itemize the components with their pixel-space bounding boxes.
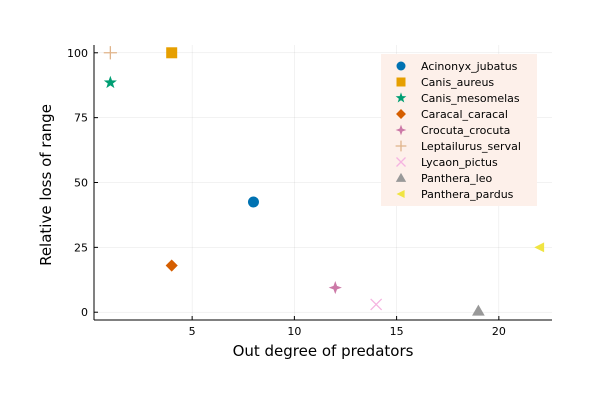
point-crocuta-crocuta — [328, 280, 342, 295]
legend-item-leptailurus-serval: Leptailurus_serval — [395, 140, 521, 153]
point-panthera-pardus — [534, 242, 545, 253]
x-tick-label: 10 — [287, 325, 301, 338]
point-panthera-leo — [472, 304, 485, 316]
legend-label: Caracal_caracal — [421, 108, 508, 121]
legend-label: Lycaon_pictus — [421, 156, 498, 169]
legend-marker — [395, 140, 407, 152]
legend-label: Crocuta_crocuta — [421, 124, 510, 137]
x-tick-label: 5 — [189, 325, 196, 338]
point-caracal-caracal — [165, 259, 178, 272]
y-tick-label: 100 — [67, 47, 88, 60]
legend-marker — [395, 92, 407, 103]
legend-marker — [396, 189, 405, 199]
y-tick-label: 25 — [74, 241, 88, 254]
legend-label: Acinonyx_jubatus — [421, 60, 518, 73]
legend: Acinonyx_jubatus Canis_aureus Canis_mesome… — [381, 54, 537, 206]
legend-marker — [395, 124, 407, 136]
legend-marker — [396, 109, 406, 119]
x-axis-title: Out degree of predators — [233, 342, 414, 360]
point-lycaon-pictus — [370, 298, 383, 311]
legend-label: Leptailurus_serval — [421, 140, 521, 153]
legend-marker — [395, 172, 407, 182]
legend-item-lycaon-pictus: Lycaon_pictus — [396, 156, 498, 169]
point-canis-mesomelas — [103, 75, 117, 89]
legend-marker — [396, 157, 406, 167]
point-leptailurus-serval — [103, 46, 117, 60]
legend-label: Panthera_pardus — [421, 188, 514, 201]
legend-box — [381, 54, 537, 206]
legend-label: Canis_aureus — [421, 76, 494, 89]
legend-item-panthera-leo: Panthera_leo — [395, 172, 492, 185]
x-tick-label: 20 — [492, 325, 506, 338]
legend-item-acinonyx-jubatus: Acinonyx_jubatus — [396, 60, 518, 73]
y-tick-label: 75 — [74, 112, 88, 125]
x-tick-label: 15 — [390, 325, 404, 338]
point-canis-aureus — [166, 47, 178, 59]
legend-label: Canis_mesomelas — [421, 92, 520, 105]
point-acinonyx-jubatus — [247, 196, 259, 208]
legend-item-panthera-pardus: Panthera_pardus — [396, 188, 514, 201]
legend-label: Panthera_leo — [421, 172, 492, 185]
legend-marker — [396, 61, 406, 71]
legend-item-caracal-caracal: Caracal_caracal — [396, 108, 508, 121]
y-axis: 0 25 50 75 100 — [67, 47, 98, 319]
legend-item-crocuta-crocuta: Crocuta_crocuta — [395, 124, 510, 137]
x-axis: 5 10 15 20 — [189, 316, 506, 338]
y-axis-title: Relative loss of range — [37, 104, 55, 266]
legend-item-canis-mesomelas: Canis_mesomelas — [395, 92, 520, 105]
legend-item-canis-aureus: Canis_aureus — [396, 76, 494, 89]
legend-marker — [396, 77, 406, 87]
y-tick-label: 50 — [74, 177, 88, 190]
y-tick-label: 0 — [81, 306, 88, 319]
data-points — [103, 46, 545, 316]
